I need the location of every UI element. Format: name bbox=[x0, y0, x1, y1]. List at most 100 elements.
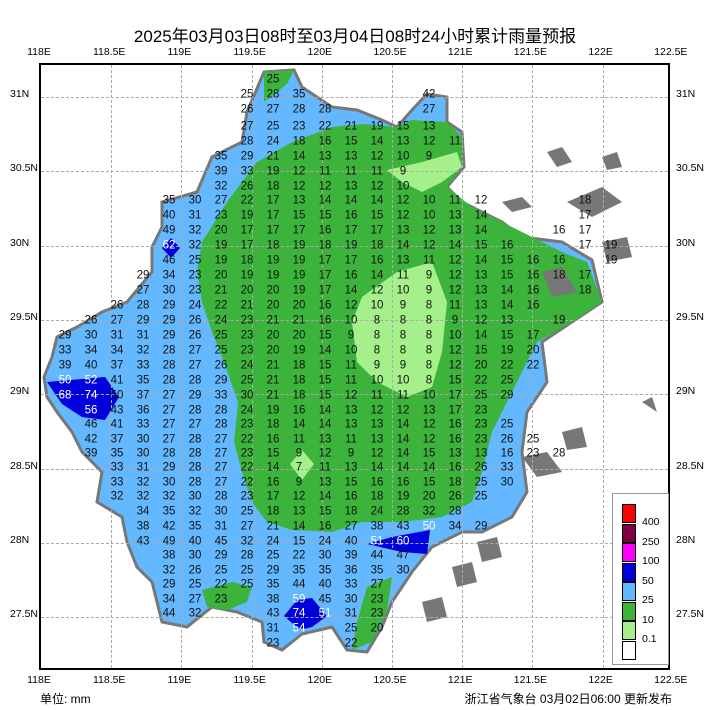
rainfall-value: 32 bbox=[188, 505, 202, 518]
rainfall-value: 8 bbox=[425, 299, 433, 312]
rainfall-value: 17 bbox=[240, 239, 254, 252]
rainfall-value: 19 bbox=[214, 239, 228, 252]
rainfall-value: 18 bbox=[318, 239, 332, 252]
grid-line-vertical bbox=[532, 65, 534, 668]
rainfall-value: 27 bbox=[214, 194, 228, 207]
rainfall-value: 28 bbox=[188, 433, 202, 446]
rainfall-value: 22 bbox=[214, 299, 228, 312]
rainfall-value: 23 bbox=[214, 209, 228, 222]
rainfall-value: 8 bbox=[425, 344, 433, 357]
rainfall-value: 25 bbox=[266, 549, 280, 562]
rainfall-value: 23 bbox=[240, 418, 254, 431]
rainfall-value: 19 bbox=[266, 269, 280, 282]
rainfall-value: 13 bbox=[474, 299, 488, 312]
rainfall-value: 15 bbox=[422, 476, 436, 489]
y-tick-label: 29.5N bbox=[676, 310, 705, 323]
x-tick-label: 121.5E bbox=[513, 674, 548, 686]
rainfall-value: 27 bbox=[214, 433, 228, 446]
rainfall-value: 39 bbox=[84, 447, 98, 460]
rainfall-value: 32 bbox=[240, 535, 254, 548]
rainfall-value: 25 bbox=[526, 433, 540, 446]
y-tick-label: 28N bbox=[10, 533, 30, 546]
rainfall-value: 20 bbox=[266, 299, 280, 312]
rainfall-value: 19 bbox=[292, 254, 306, 267]
rainfall-value: 25 bbox=[214, 564, 228, 577]
rainfall-value: 14 bbox=[344, 284, 358, 297]
rainfall-value: 30 bbox=[188, 549, 202, 562]
rainfall-value: 22 bbox=[240, 461, 254, 474]
rainfall-value: 59 bbox=[292, 593, 306, 606]
rainfall-value: 30 bbox=[344, 593, 358, 606]
rainfall-value: 36 bbox=[136, 404, 150, 417]
rainfall-value: 21 bbox=[266, 314, 280, 327]
rainfall-value: 24 bbox=[188, 299, 202, 312]
rainfall-value: 29 bbox=[136, 314, 150, 327]
rainfall-value: 12 bbox=[422, 135, 436, 148]
rainfall-value: 9 bbox=[425, 284, 433, 297]
grid-line-vertical bbox=[251, 65, 253, 668]
rainfall-value: 27 bbox=[188, 359, 202, 372]
rainfall-value: 16 bbox=[266, 476, 280, 489]
rainfall-value: 56 bbox=[84, 404, 98, 417]
rainfall-value: 50 bbox=[110, 389, 124, 402]
rainfall-value: 30 bbox=[84, 329, 98, 342]
green-zone-north bbox=[264, 70, 294, 102]
rainfall-value: 8 bbox=[373, 344, 381, 357]
rainfall-value: 19 bbox=[396, 490, 410, 503]
rainfall-value: 19 bbox=[604, 254, 618, 267]
rainfall-value: 15 bbox=[448, 374, 462, 387]
rainfall-value: 29 bbox=[136, 269, 150, 282]
rainfall-value: 14 bbox=[474, 224, 488, 237]
rainfall-value: 12 bbox=[344, 299, 358, 312]
rainfall-value: 29 bbox=[240, 150, 254, 163]
rainfall-value: 17 bbox=[448, 404, 462, 417]
rainfall-value: 22 bbox=[526, 359, 540, 372]
x-tick-label: 120E bbox=[307, 46, 333, 58]
legend-swatch bbox=[622, 523, 636, 543]
rainfall-value: 23 bbox=[240, 490, 254, 503]
rainfall-value: 32 bbox=[188, 239, 202, 252]
rainfall-value: 28 bbox=[214, 404, 228, 417]
rainfall-value: 26 bbox=[110, 299, 124, 312]
rainfall-value: 12 bbox=[292, 165, 306, 178]
rainfall-value: 41 bbox=[110, 418, 124, 431]
rainfall-value: 15 bbox=[422, 447, 436, 460]
rainfall-value: 10 bbox=[448, 329, 462, 342]
rainfall-value: 13 bbox=[344, 404, 358, 417]
rainfall-value: 13 bbox=[370, 433, 384, 446]
rainfall-value: 19 bbox=[240, 209, 254, 222]
grid-line-vertical bbox=[392, 65, 393, 668]
rainfall-value: 13 bbox=[344, 461, 358, 474]
rainfall-value: 24 bbox=[240, 359, 254, 372]
legend-swatch bbox=[622, 504, 636, 523]
x-tick-label: 122E bbox=[588, 46, 613, 58]
rainfall-value: 14 bbox=[474, 329, 488, 342]
rainfall-value: 8 bbox=[399, 329, 407, 342]
y-tick-label: 30N bbox=[676, 236, 696, 249]
rainfall-value: 11 bbox=[345, 165, 357, 178]
rainfall-value: 22 bbox=[500, 359, 514, 372]
rainfall-value: 16 bbox=[370, 476, 384, 489]
rainfall-value: 17 bbox=[240, 224, 254, 237]
x-tick-label: 120.5E bbox=[373, 674, 407, 686]
rainfall-value: 11 bbox=[371, 165, 383, 178]
grid-line-horizontal bbox=[41, 319, 668, 321]
rainfall-value: 33 bbox=[214, 389, 228, 402]
x-tick-label: 122.5E bbox=[654, 674, 688, 686]
rainfall-value: 13 bbox=[422, 120, 436, 133]
rainfall-value: 30 bbox=[214, 505, 228, 518]
rainfall-value: 14 bbox=[370, 135, 384, 148]
rainfall-value: 20 bbox=[240, 284, 254, 297]
rainfall-value: 18 bbox=[266, 505, 280, 518]
rainfall-value: 14 bbox=[318, 418, 332, 431]
rainfall-value: 19 bbox=[214, 254, 228, 267]
rainfall-value: 22 bbox=[344, 637, 358, 650]
rainfall-value: 23 bbox=[240, 344, 254, 357]
rainfall-value: 12 bbox=[396, 194, 410, 207]
rainfall-value: 17 bbox=[370, 224, 384, 237]
rainfall-value: 27 bbox=[266, 103, 280, 116]
rainfall-value: 7 bbox=[295, 461, 303, 474]
rainfall-value: 35 bbox=[370, 564, 384, 577]
rainfall-value: 60 bbox=[396, 535, 410, 548]
rainfall-value: 37 bbox=[136, 389, 150, 402]
